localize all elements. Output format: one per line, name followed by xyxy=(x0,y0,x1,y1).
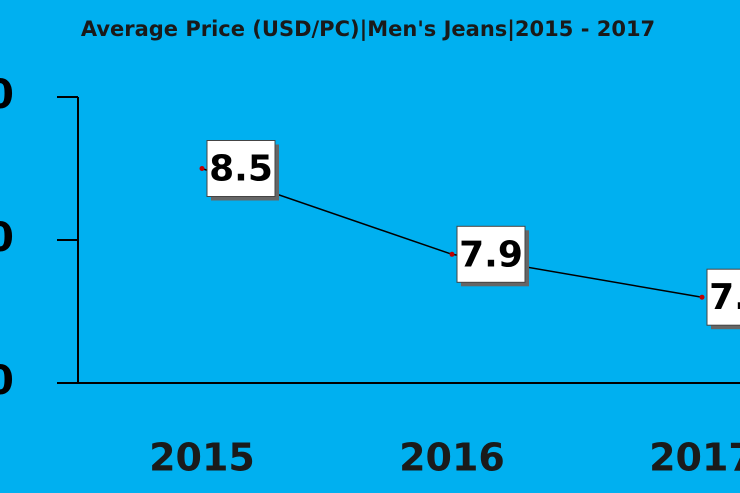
x-tick-label: 2015 xyxy=(149,436,255,480)
data-point xyxy=(449,251,455,257)
y-tick-label: 8.0 xyxy=(0,215,14,261)
data-label: 7.6 xyxy=(709,277,740,318)
data-label: 7.9 xyxy=(459,234,523,275)
data-point xyxy=(699,294,705,300)
data-label: 8.5 xyxy=(209,149,273,190)
data-label-box xyxy=(706,268,740,326)
data-point xyxy=(199,166,205,171)
y-tick-label: 7.0 xyxy=(0,358,14,404)
y-tick-label: 9.0 xyxy=(0,72,14,118)
data-label-box xyxy=(206,140,276,197)
chart-title: Average Price (USD/PC)|Men's Jeans|2015 … xyxy=(81,17,655,42)
x-tick-label: 2016 xyxy=(399,436,505,480)
x-tick-label: 2017 xyxy=(649,436,740,480)
data-label-box xyxy=(456,225,526,283)
